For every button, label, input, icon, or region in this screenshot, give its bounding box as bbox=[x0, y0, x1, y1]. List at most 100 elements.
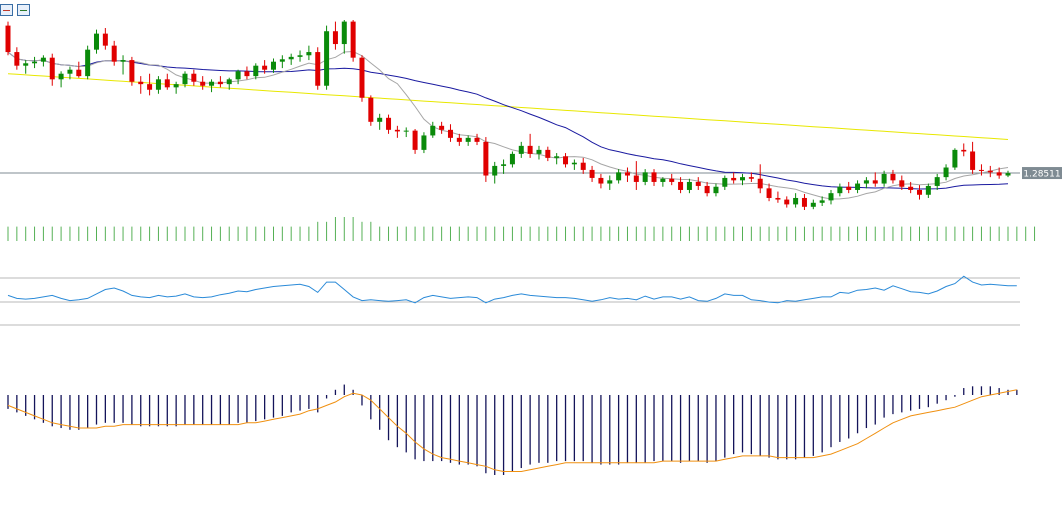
candle-body bbox=[757, 178, 763, 189]
candle-body bbox=[297, 55, 303, 57]
candle-body bbox=[713, 186, 719, 194]
candle-body bbox=[412, 130, 418, 150]
candle-body bbox=[890, 173, 896, 181]
candle-body bbox=[970, 151, 976, 170]
candle-body bbox=[660, 178, 666, 182]
candle-body bbox=[85, 49, 91, 77]
candle-body bbox=[766, 188, 772, 198]
candle-body bbox=[359, 57, 365, 98]
candle-body bbox=[925, 185, 931, 195]
candle-body bbox=[182, 73, 188, 85]
candle-body bbox=[279, 59, 285, 62]
candle-body bbox=[67, 69, 73, 74]
candle-body bbox=[288, 56, 294, 60]
ma-fast-line bbox=[7, 50, 1009, 200]
candle-body bbox=[872, 180, 878, 184]
candle-body bbox=[554, 156, 560, 158]
candle-body bbox=[474, 137, 480, 142]
candle-body bbox=[934, 177, 940, 186]
candle-body bbox=[217, 81, 223, 85]
candle-body bbox=[580, 162, 586, 170]
candle-body bbox=[863, 180, 869, 184]
candle-body bbox=[439, 125, 445, 130]
candle-body bbox=[563, 156, 569, 165]
candle-body bbox=[571, 162, 577, 165]
candle-body bbox=[315, 52, 321, 86]
candle-body bbox=[164, 79, 170, 88]
candle-body bbox=[191, 73, 197, 82]
candle-body bbox=[306, 52, 312, 56]
candle-body bbox=[748, 177, 754, 179]
candle-body bbox=[624, 172, 630, 176]
candle-body bbox=[5, 25, 11, 53]
candle-body bbox=[93, 33, 99, 50]
rsi-pane bbox=[0, 275, 1020, 326]
price-tag-bg bbox=[1022, 167, 1062, 180]
candle-body bbox=[819, 200, 825, 203]
candle-body bbox=[253, 65, 259, 77]
candle-body bbox=[270, 61, 276, 70]
rsi-line bbox=[7, 275, 1017, 304]
candle-body bbox=[536, 149, 542, 154]
candle-body bbox=[492, 165, 498, 176]
candle-body bbox=[616, 172, 622, 181]
candle-body bbox=[846, 186, 852, 190]
candle-body bbox=[155, 79, 161, 90]
candle-body bbox=[961, 149, 967, 152]
candle-body bbox=[262, 65, 268, 70]
candle-body bbox=[49, 57, 55, 80]
candle-body bbox=[403, 130, 409, 132]
candle-body bbox=[173, 84, 179, 88]
candle-body bbox=[200, 81, 206, 86]
candle-body bbox=[952, 149, 958, 168]
candle-body bbox=[394, 129, 400, 132]
candle-body bbox=[651, 172, 657, 182]
candle-body bbox=[695, 181, 701, 186]
candle-body bbox=[120, 60, 126, 62]
candle-body bbox=[589, 169, 595, 178]
candle-body bbox=[58, 73, 64, 80]
candle-body bbox=[801, 197, 807, 207]
candle-body bbox=[324, 31, 330, 86]
chart-settings-icon[interactable] bbox=[0, 4, 13, 16]
candle-body bbox=[899, 180, 905, 187]
candle-body bbox=[722, 177, 728, 187]
candle-body bbox=[332, 31, 338, 45]
candle-body bbox=[731, 177, 737, 181]
candle-body bbox=[14, 52, 20, 66]
candle-body bbox=[678, 181, 684, 190]
candle-body bbox=[633, 175, 639, 182]
candle-body bbox=[235, 71, 241, 80]
volume-pane bbox=[7, 217, 1036, 241]
candle-body bbox=[40, 57, 46, 62]
candle-body bbox=[501, 164, 507, 166]
candle-body bbox=[793, 197, 799, 205]
price-pane bbox=[0, 20, 1020, 210]
candle-body bbox=[518, 145, 524, 154]
candle-body bbox=[456, 137, 462, 142]
candle-body bbox=[775, 197, 781, 200]
candle-body bbox=[1005, 173, 1011, 176]
candle-body bbox=[350, 21, 356, 58]
candle-body bbox=[828, 193, 834, 201]
candle-body bbox=[908, 186, 914, 190]
candle-body bbox=[76, 69, 82, 77]
candle-body bbox=[784, 199, 790, 205]
chart-toolbar bbox=[0, 4, 30, 20]
candle-body bbox=[704, 185, 710, 194]
candle-body bbox=[483, 141, 489, 176]
candle-body bbox=[226, 79, 232, 85]
candle-body bbox=[607, 180, 613, 184]
candle-body bbox=[740, 177, 746, 181]
candle-body bbox=[978, 169, 984, 171]
candle-body bbox=[996, 172, 1002, 176]
candle-body bbox=[138, 81, 144, 85]
macd-pane bbox=[7, 384, 1018, 475]
candle-body bbox=[368, 97, 374, 122]
candle-body bbox=[147, 84, 153, 90]
timeframe-icon[interactable] bbox=[17, 4, 30, 16]
price-tag: 1.28511 bbox=[1022, 167, 1062, 180]
candle-body bbox=[855, 183, 861, 190]
candle-body bbox=[598, 177, 604, 184]
